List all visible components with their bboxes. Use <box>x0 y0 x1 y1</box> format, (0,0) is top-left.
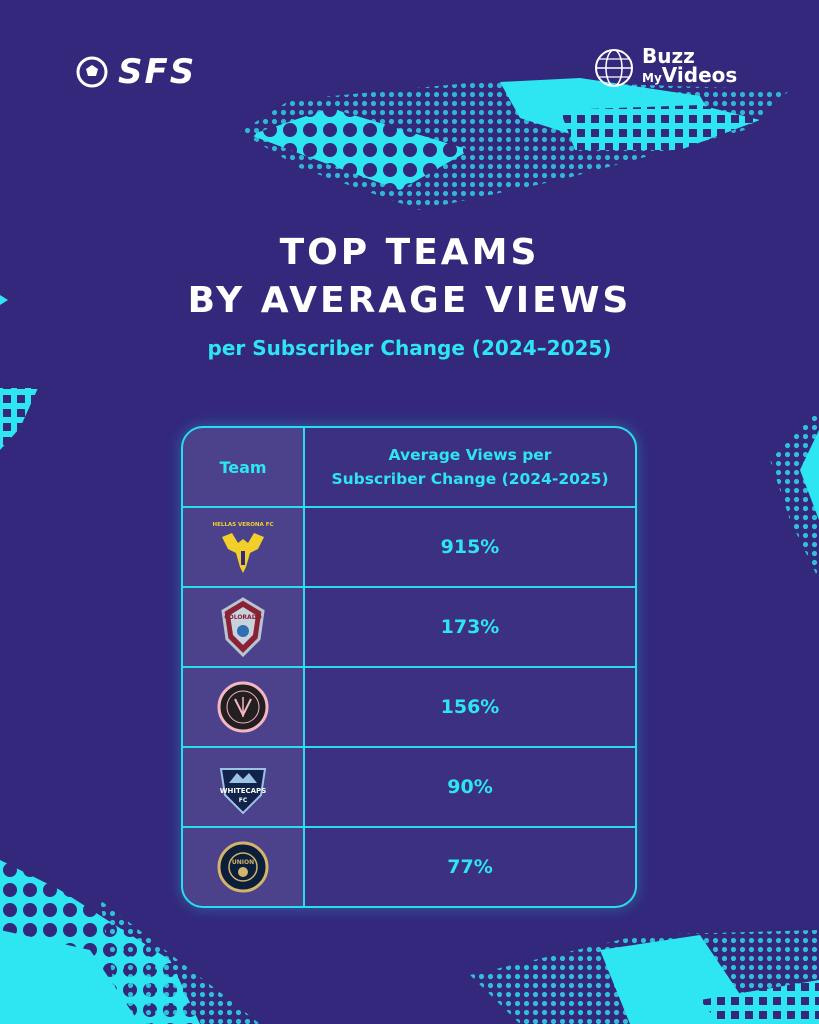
union-logo-text: UNION <box>232 859 254 866</box>
colorado-logo-text: COLORADO <box>224 614 262 621</box>
page-title-line2: BY AVERAGE VIEWS <box>187 280 632 321</box>
page-title-line1: TOP TEAMS <box>279 232 540 273</box>
whitecaps-logo-text: WHITECAPS <box>220 787 266 795</box>
colorado-rapids-logo: COLORADO <box>183 588 303 666</box>
header-value: Average Views per Subscriber Change (202… <box>305 428 635 506</box>
hellas-verona-logo: HELLAS VERONA FC <box>183 508 303 586</box>
value-cell: 915% <box>440 536 500 558</box>
hellas-verona-logo-text: HELLAS VERONA FC <box>213 522 274 528</box>
header-value-line2: Subscriber Change (2024-2025) <box>331 470 609 488</box>
value-cell: 90% <box>447 776 493 798</box>
brand-word-videos: Videos <box>661 63 738 87</box>
ranking-table: Team Average Views per Subscriber Change… <box>181 426 637 908</box>
header-value-line1: Average Views per <box>388 446 552 464</box>
row-divider <box>183 826 635 828</box>
value-cell: 77% <box>447 856 493 878</box>
row-divider <box>183 666 635 668</box>
row-divider <box>183 746 635 748</box>
soccer-ball-icon <box>76 56 108 88</box>
page-subtitle: per Subscriber Change (2024–2025) <box>207 336 612 360</box>
buzzmyvideos-logo: Buzz MyVideos <box>594 44 738 88</box>
philadelphia-union-logo: UNION <box>183 828 303 906</box>
table-row: HELLAS VERONA FC 915% <box>183 508 635 586</box>
whitecaps-logo-text2: FC <box>239 797 248 804</box>
table-row: COLORADO 173% <box>183 588 635 666</box>
value-cell: 156% <box>440 696 500 718</box>
brand-word-buzz: Buzz <box>642 44 695 68</box>
table-row: WHITECAPS FC 90% <box>183 748 635 826</box>
table-row: UNION 77% <box>183 828 635 906</box>
inter-miami-logo <box>183 668 303 746</box>
value-cell: 173% <box>440 616 500 638</box>
sfs-logo: SFS <box>76 52 196 92</box>
header-team: Team <box>219 457 267 477</box>
brand-word-my: My <box>642 71 662 85</box>
row-divider <box>183 506 635 508</box>
vancouver-whitecaps-logo: WHITECAPS FC <box>183 748 303 826</box>
globe-icon <box>595 48 633 87</box>
table-row: 156% <box>183 668 635 746</box>
sfs-logo-text: SFS <box>118 52 197 92</box>
row-divider <box>183 586 635 588</box>
